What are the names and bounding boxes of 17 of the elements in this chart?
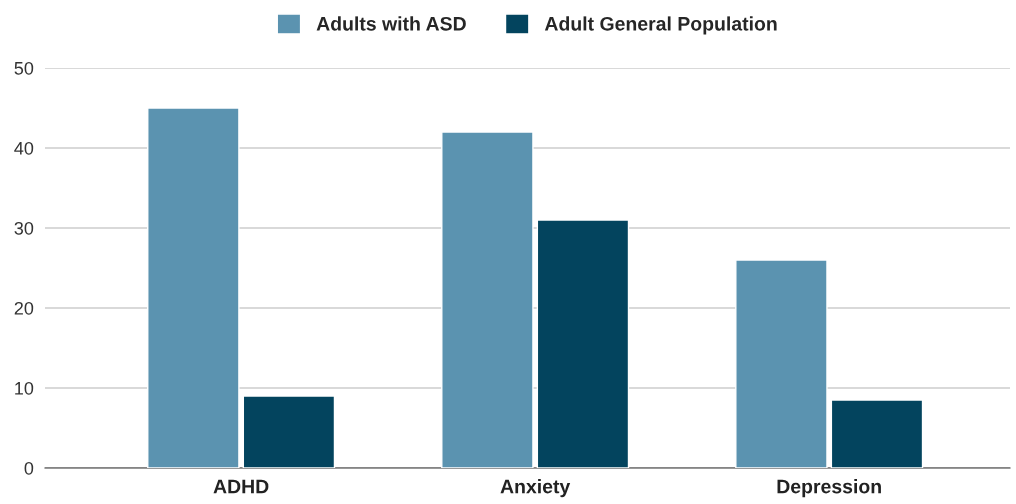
y-tick-label: 40: [14, 141, 34, 155]
legend-label: Adults with ASD: [316, 16, 466, 31]
y-tick-label: 50: [14, 61, 34, 75]
bar: [536, 219, 630, 468]
bar: [441, 131, 534, 468]
y-tick-label: 30: [14, 221, 34, 235]
y-tick-label: 0: [24, 461, 34, 475]
legend-label: Adult General Population: [544, 16, 777, 35]
bar: [735, 259, 828, 468]
x-tick-label: Depression: [777, 479, 881, 498]
bar: [147, 107, 240, 468]
bar: [242, 395, 336, 468]
y-tick-label: 20: [14, 301, 34, 315]
x-tick-label: Anxiety: [500, 479, 571, 498]
y-tick-label: 10: [15, 381, 34, 395]
x-tick-label: ADHD: [213, 479, 269, 494]
bar: [830, 399, 924, 468]
